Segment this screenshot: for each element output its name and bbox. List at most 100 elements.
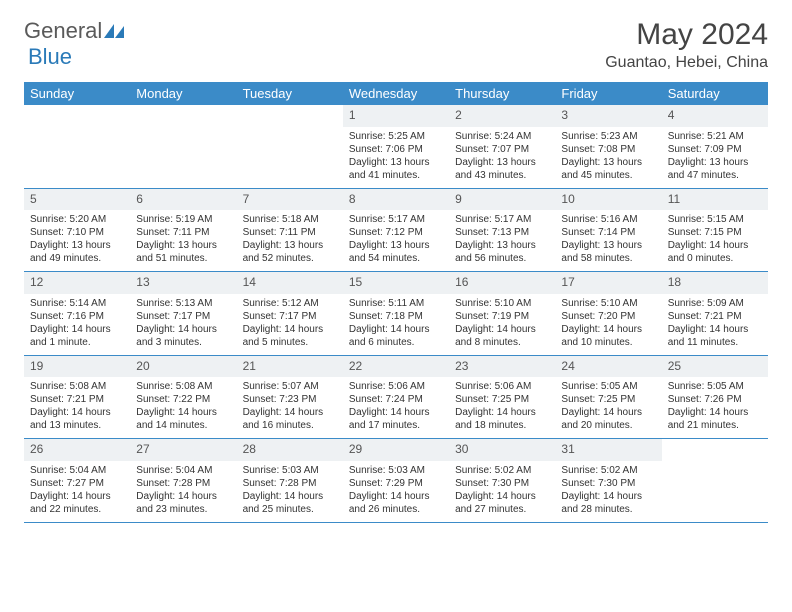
day-body: Sunrise: 5:04 AMSunset: 7:27 PMDaylight:…: [24, 461, 130, 522]
sunset-text: Sunset: 7:07 PM: [455, 143, 549, 156]
day-number: [130, 105, 236, 127]
sunset-text: Sunset: 7:17 PM: [243, 310, 337, 323]
sunrise-text: Sunrise: 5:14 AM: [30, 297, 124, 310]
daylight-text: Daylight: 14 hours and 6 minutes.: [349, 323, 443, 349]
day-number: 27: [130, 439, 236, 461]
sunset-text: Sunset: 7:12 PM: [349, 226, 443, 239]
logo-sail-icon: [104, 24, 124, 38]
day-body: Sunrise: 5:04 AMSunset: 7:28 PMDaylight:…: [130, 461, 236, 522]
daylight-text: Daylight: 14 hours and 28 minutes.: [561, 490, 655, 516]
sunrise-text: Sunrise: 5:17 AM: [455, 213, 549, 226]
weekday-header: Friday: [555, 82, 661, 105]
sunset-text: Sunset: 7:23 PM: [243, 393, 337, 406]
sunset-text: Sunset: 7:21 PM: [668, 310, 762, 323]
calendar: SundayMondayTuesdayWednesdayThursdayFrid…: [24, 82, 768, 523]
day-body: [24, 127, 130, 183]
daylight-text: Daylight: 13 hours and 56 minutes.: [455, 239, 549, 265]
daylight-text: Daylight: 13 hours and 52 minutes.: [243, 239, 337, 265]
calendar-cell: 11Sunrise: 5:15 AMSunset: 7:15 PMDayligh…: [662, 188, 768, 272]
calendar-cell-empty: [130, 105, 236, 188]
sunrise-text: Sunrise: 5:15 AM: [668, 213, 762, 226]
day-number: 9: [449, 189, 555, 211]
sunrise-text: Sunrise: 5:13 AM: [136, 297, 230, 310]
sunset-text: Sunset: 7:21 PM: [30, 393, 124, 406]
day-body: Sunrise: 5:02 AMSunset: 7:30 PMDaylight:…: [449, 461, 555, 522]
daylight-text: Daylight: 13 hours and 47 minutes.: [668, 156, 762, 182]
daylight-text: Daylight: 14 hours and 10 minutes.: [561, 323, 655, 349]
sunrise-text: Sunrise: 5:19 AM: [136, 213, 230, 226]
sunset-text: Sunset: 7:30 PM: [561, 477, 655, 490]
calendar-cell: 18Sunrise: 5:09 AMSunset: 7:21 PMDayligh…: [662, 272, 768, 356]
calendar-cell: 21Sunrise: 5:07 AMSunset: 7:23 PMDayligh…: [237, 355, 343, 439]
sunset-text: Sunset: 7:24 PM: [349, 393, 443, 406]
calendar-cell-empty: [237, 105, 343, 188]
sunrise-text: Sunrise: 5:17 AM: [349, 213, 443, 226]
daylight-text: Daylight: 13 hours and 45 minutes.: [561, 156, 655, 182]
day-body: Sunrise: 5:16 AMSunset: 7:14 PMDaylight:…: [555, 210, 661, 271]
sunset-text: Sunset: 7:09 PM: [668, 143, 762, 156]
day-number: [24, 105, 130, 127]
daylight-text: Daylight: 14 hours and 23 minutes.: [136, 490, 230, 516]
day-body: Sunrise: 5:19 AMSunset: 7:11 PMDaylight:…: [130, 210, 236, 271]
sunrise-text: Sunrise: 5:06 AM: [349, 380, 443, 393]
day-number: 21: [237, 356, 343, 378]
day-number: 13: [130, 272, 236, 294]
daylight-text: Daylight: 14 hours and 26 minutes.: [349, 490, 443, 516]
calendar-cell: 20Sunrise: 5:08 AMSunset: 7:22 PMDayligh…: [130, 355, 236, 439]
sunrise-text: Sunrise: 5:03 AM: [349, 464, 443, 477]
day-number: 23: [449, 356, 555, 378]
day-number: 12: [24, 272, 130, 294]
calendar-cell-empty: [24, 105, 130, 188]
calendar-row: 12Sunrise: 5:14 AMSunset: 7:16 PMDayligh…: [24, 272, 768, 356]
day-body: Sunrise: 5:25 AMSunset: 7:06 PMDaylight:…: [343, 127, 449, 188]
sunrise-text: Sunrise: 5:12 AM: [243, 297, 337, 310]
day-body: Sunrise: 5:18 AMSunset: 7:11 PMDaylight:…: [237, 210, 343, 271]
daylight-text: Daylight: 14 hours and 16 minutes.: [243, 406, 337, 432]
sunrise-text: Sunrise: 5:10 AM: [561, 297, 655, 310]
calendar-cell: 29Sunrise: 5:03 AMSunset: 7:29 PMDayligh…: [343, 439, 449, 523]
sunset-text: Sunset: 7:30 PM: [455, 477, 549, 490]
weekday-header: Wednesday: [343, 82, 449, 105]
day-body: Sunrise: 5:17 AMSunset: 7:13 PMDaylight:…: [449, 210, 555, 271]
sunrise-text: Sunrise: 5:03 AM: [243, 464, 337, 477]
day-body: Sunrise: 5:20 AMSunset: 7:10 PMDaylight:…: [24, 210, 130, 271]
sunset-text: Sunset: 7:13 PM: [455, 226, 549, 239]
day-number: 16: [449, 272, 555, 294]
day-number: 7: [237, 189, 343, 211]
day-number: 24: [555, 356, 661, 378]
sunrise-text: Sunrise: 5:04 AM: [136, 464, 230, 477]
daylight-text: Daylight: 13 hours and 41 minutes.: [349, 156, 443, 182]
day-number: 19: [24, 356, 130, 378]
sunset-text: Sunset: 7:18 PM: [349, 310, 443, 323]
day-number: 4: [662, 105, 768, 127]
day-body: Sunrise: 5:05 AMSunset: 7:25 PMDaylight:…: [555, 377, 661, 438]
header: General May 2024 Guantao, Hebei, China: [24, 18, 768, 72]
day-body: [237, 127, 343, 183]
calendar-cell: 15Sunrise: 5:11 AMSunset: 7:18 PMDayligh…: [343, 272, 449, 356]
day-number: 11: [662, 189, 768, 211]
calendar-row: 26Sunrise: 5:04 AMSunset: 7:27 PMDayligh…: [24, 439, 768, 523]
day-number: 5: [24, 189, 130, 211]
calendar-cell: 9Sunrise: 5:17 AMSunset: 7:13 PMDaylight…: [449, 188, 555, 272]
day-number: 1: [343, 105, 449, 127]
day-body: Sunrise: 5:24 AMSunset: 7:07 PMDaylight:…: [449, 127, 555, 188]
daylight-text: Daylight: 14 hours and 1 minute.: [30, 323, 124, 349]
calendar-cell: 12Sunrise: 5:14 AMSunset: 7:16 PMDayligh…: [24, 272, 130, 356]
daylight-text: Daylight: 14 hours and 18 minutes.: [455, 406, 549, 432]
day-body: Sunrise: 5:13 AMSunset: 7:17 PMDaylight:…: [130, 294, 236, 355]
sunset-text: Sunset: 7:27 PM: [30, 477, 124, 490]
day-body: Sunrise: 5:12 AMSunset: 7:17 PMDaylight:…: [237, 294, 343, 355]
sunrise-text: Sunrise: 5:24 AM: [455, 130, 549, 143]
day-number: [237, 105, 343, 127]
calendar-cell: 23Sunrise: 5:06 AMSunset: 7:25 PMDayligh…: [449, 355, 555, 439]
day-body: Sunrise: 5:15 AMSunset: 7:15 PMDaylight:…: [662, 210, 768, 271]
daylight-text: Daylight: 14 hours and 5 minutes.: [243, 323, 337, 349]
sunrise-text: Sunrise: 5:08 AM: [30, 380, 124, 393]
calendar-cell: 16Sunrise: 5:10 AMSunset: 7:19 PMDayligh…: [449, 272, 555, 356]
calendar-cell: 14Sunrise: 5:12 AMSunset: 7:17 PMDayligh…: [237, 272, 343, 356]
day-body: Sunrise: 5:06 AMSunset: 7:24 PMDaylight:…: [343, 377, 449, 438]
day-body: Sunrise: 5:14 AMSunset: 7:16 PMDaylight:…: [24, 294, 130, 355]
sunset-text: Sunset: 7:20 PM: [561, 310, 655, 323]
weekday-header: Monday: [130, 82, 236, 105]
calendar-cell: 26Sunrise: 5:04 AMSunset: 7:27 PMDayligh…: [24, 439, 130, 523]
